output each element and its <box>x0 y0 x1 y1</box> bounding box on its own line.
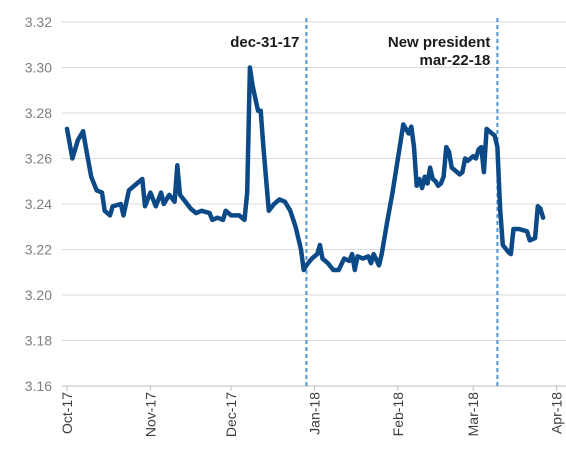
y-axis-ticks: 3.16 3.18 3.20 3.22 3.24 3.26 3.28 3.30 3.32 <box>25 14 52 394</box>
y-tick-label: 3.24 <box>25 196 52 212</box>
annotation-label: dec-31-17 <box>230 34 299 51</box>
y-tick-label: 3.18 <box>25 333 52 349</box>
y-tick-label: 3.20 <box>25 287 52 303</box>
y-tick-label: 3.26 <box>25 151 52 167</box>
x-tick-label: Feb-18 <box>390 392 406 437</box>
x-tick-label: Mar-18 <box>465 392 481 437</box>
y-tick-label: 3.16 <box>25 378 52 394</box>
series-line <box>64 65 546 273</box>
y-tick-label: 3.28 <box>25 105 52 121</box>
annotation-label: mar-22-18 <box>420 52 491 69</box>
x-tick-label: Apr-18 <box>549 392 565 434</box>
y-tick-label: 3.30 <box>25 60 52 76</box>
y-tick-label: 3.32 <box>25 14 52 30</box>
x-tick-label: Nov-17 <box>142 392 158 437</box>
annotation-label: New president <box>388 34 491 51</box>
x-tick-label: Jan-18 <box>306 392 322 435</box>
series-group <box>64 65 546 273</box>
x-tick-label: Dec-17 <box>223 392 239 437</box>
x-tick-label: Oct-17 <box>59 392 75 434</box>
gridlines <box>62 21 566 387</box>
y-tick-label: 3.22 <box>25 242 52 258</box>
x-axis-ticks: Oct-17 Nov-17 Dec-17 Jan-18 Feb-18 Mar-18 Apr-… <box>59 386 565 437</box>
